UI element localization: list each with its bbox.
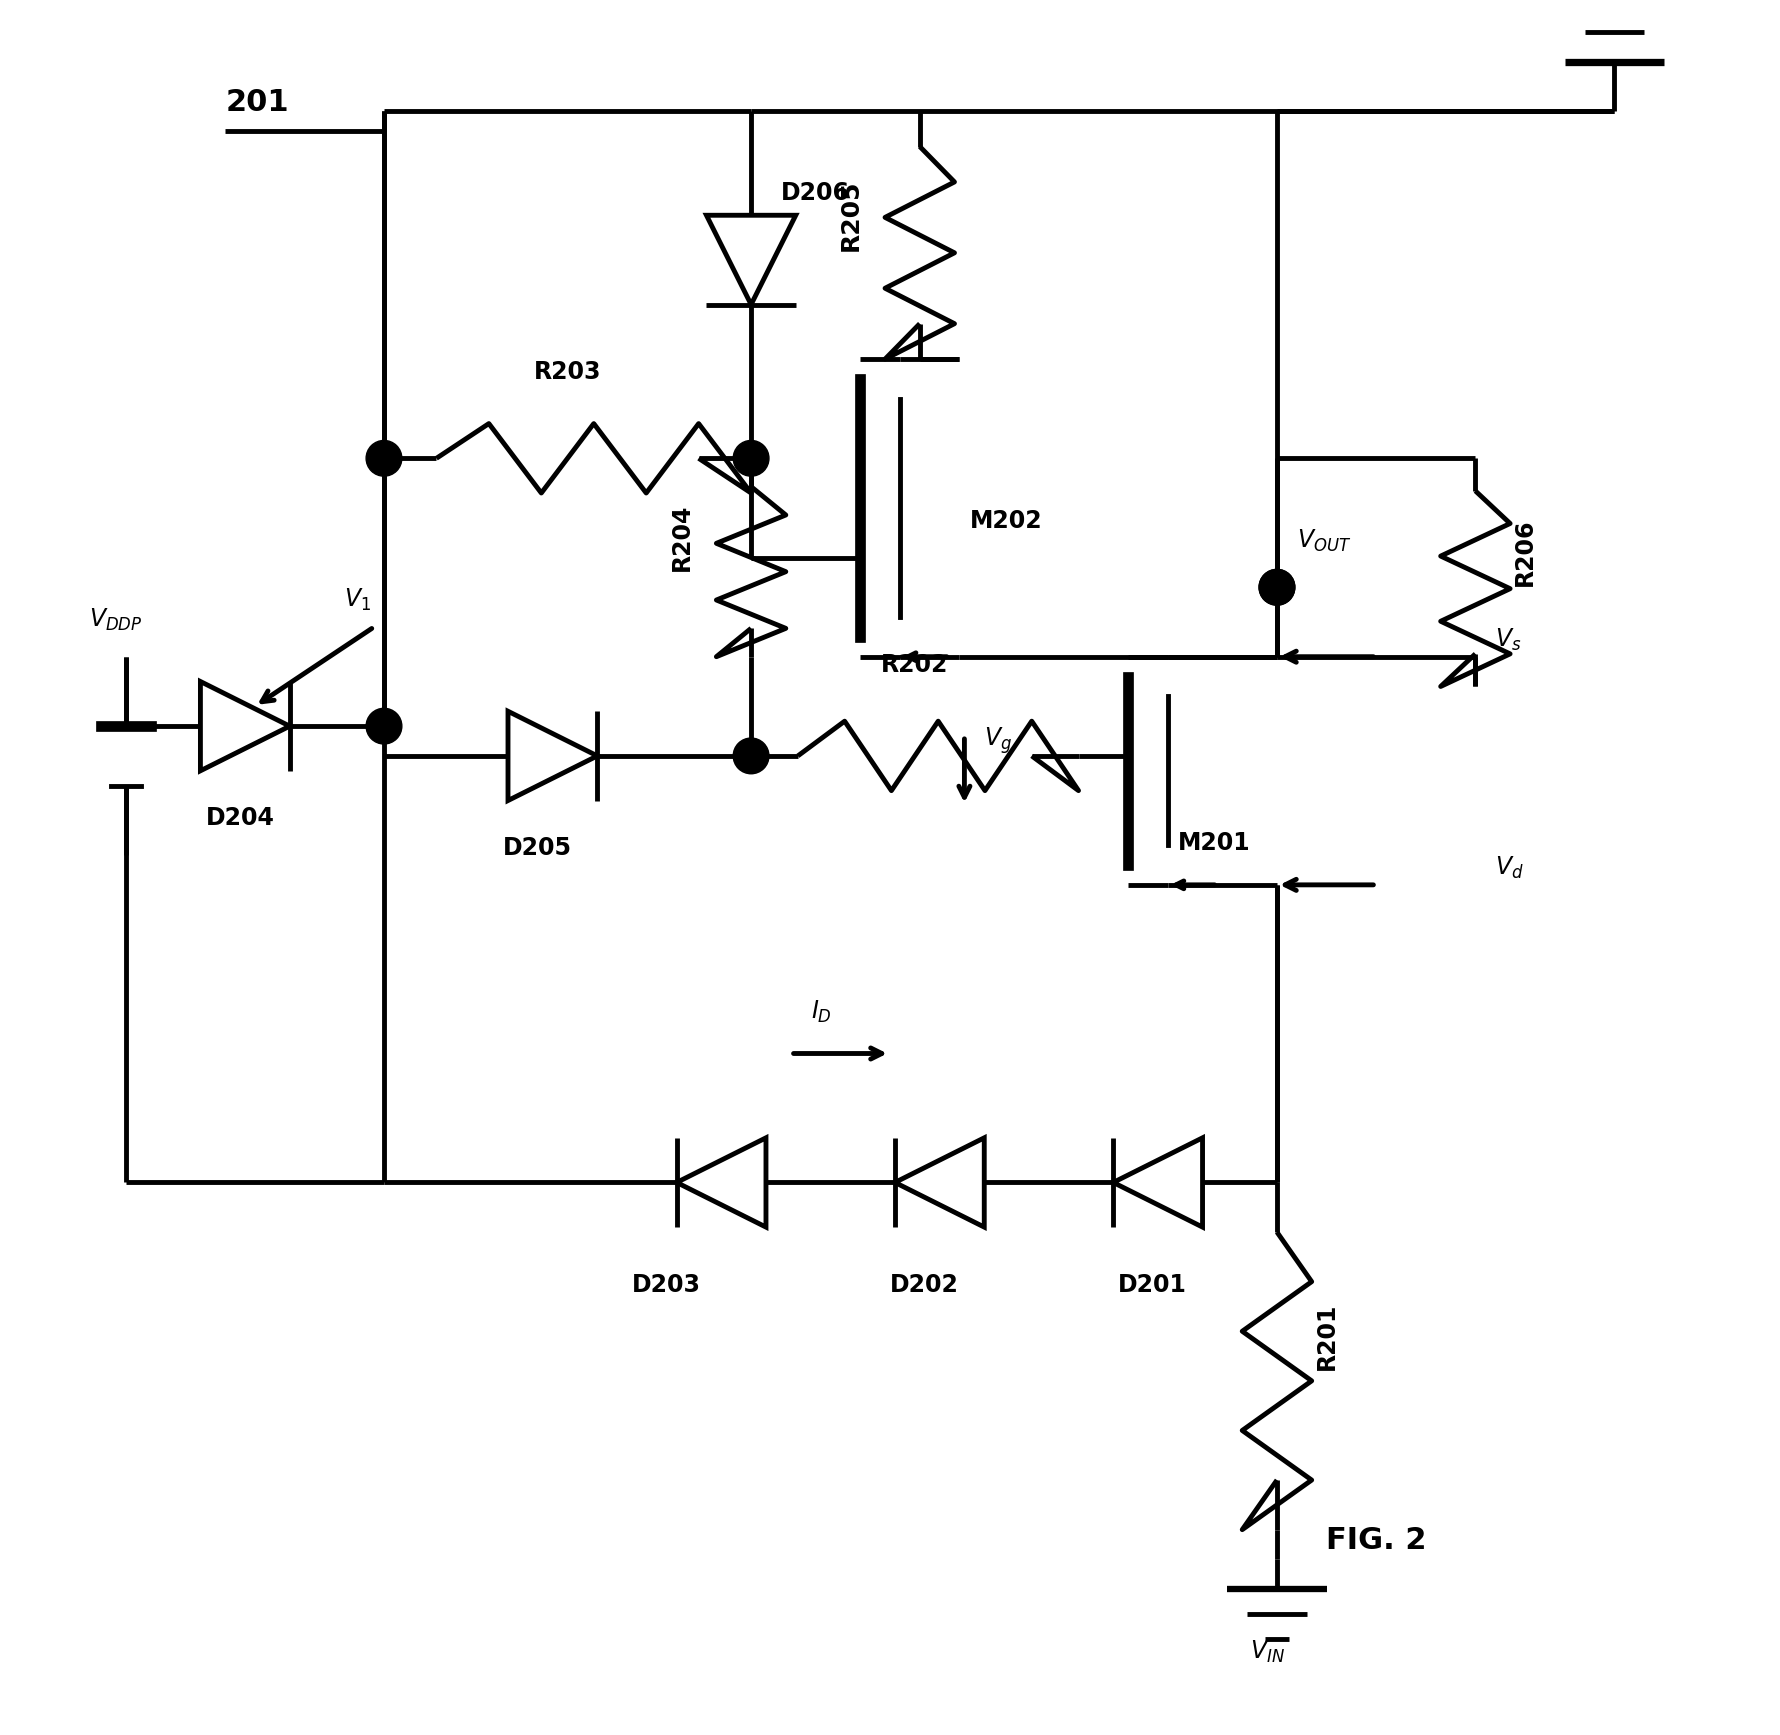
Text: R204: R204 xyxy=(669,503,694,571)
Text: R201: R201 xyxy=(1315,1303,1339,1371)
Text: D201: D201 xyxy=(1118,1272,1187,1296)
Circle shape xyxy=(733,441,769,475)
Text: FIG. 2: FIG. 2 xyxy=(1326,1527,1426,1556)
Circle shape xyxy=(1258,569,1294,606)
Text: R202: R202 xyxy=(881,652,949,677)
Text: $V_{DDP}$: $V_{DDP}$ xyxy=(89,607,142,633)
Text: D204: D204 xyxy=(205,807,274,831)
Text: D203: D203 xyxy=(632,1272,701,1296)
Text: R205: R205 xyxy=(838,179,862,252)
Circle shape xyxy=(367,708,402,744)
Text: $V_{OUT}$: $V_{OUT}$ xyxy=(1298,527,1351,553)
Text: D205: D205 xyxy=(504,836,571,861)
Text: M202: M202 xyxy=(970,508,1041,533)
Text: D202: D202 xyxy=(890,1272,959,1296)
Text: $V_g$: $V_g$ xyxy=(984,725,1013,756)
Text: $I_D$: $I_D$ xyxy=(810,999,831,1025)
Circle shape xyxy=(367,441,402,475)
Text: 201: 201 xyxy=(226,88,288,116)
Text: D206: D206 xyxy=(781,182,849,205)
Text: $V_d$: $V_d$ xyxy=(1495,855,1524,881)
Text: R203: R203 xyxy=(534,359,602,383)
Text: R206: R206 xyxy=(1513,519,1536,586)
Text: $V_s$: $V_s$ xyxy=(1495,626,1522,652)
Text: M201: M201 xyxy=(1178,831,1250,855)
Circle shape xyxy=(733,737,769,774)
Text: $V_1$: $V_1$ xyxy=(344,586,372,612)
Circle shape xyxy=(1258,569,1294,606)
Text: $V_{IN}$: $V_{IN}$ xyxy=(1250,1638,1285,1666)
